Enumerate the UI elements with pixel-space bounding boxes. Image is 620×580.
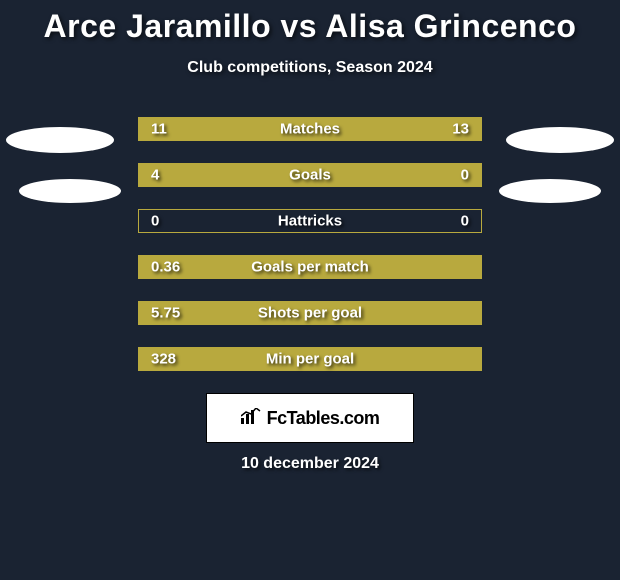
player-badge-left-2 — [19, 179, 121, 203]
branding-text: FcTables.com — [267, 408, 380, 429]
subtitle: Club competitions, Season 2024 — [0, 59, 620, 77]
stat-label: Min per goal — [266, 351, 354, 368]
stat-row: 0.36 Goals per match — [138, 255, 482, 279]
player-badge-right-2 — [499, 179, 601, 203]
stat-value-left: 328 — [151, 351, 176, 368]
stat-value-left: 0 — [151, 213, 159, 230]
stat-label: Goals per match — [251, 259, 369, 276]
date-label: 10 december 2024 — [0, 455, 620, 473]
stat-fill-left — [139, 164, 401, 186]
stat-label: Goals — [289, 167, 331, 184]
stat-row: 5.75 Shots per goal — [138, 301, 482, 325]
stat-area: 11 Matches 13 4 Goals 0 0 Hattricks 0 0.36 Goals p… — [0, 117, 620, 371]
stat-label: Matches — [280, 121, 340, 138]
stat-row: 328 Min per goal — [138, 347, 482, 371]
stat-value-left: 4 — [151, 167, 159, 184]
stat-row: 0 Hattricks 0 — [138, 209, 482, 233]
stat-value-right: 0 — [461, 213, 469, 230]
stat-row: 11 Matches 13 — [138, 117, 482, 141]
chart-icon — [241, 408, 261, 429]
stat-rows: 11 Matches 13 4 Goals 0 0 Hattricks 0 0.36 Goals p… — [138, 117, 482, 371]
stat-value-left: 5.75 — [151, 305, 180, 322]
page-title: Arce Jaramillo vs Alisa Grincenco — [0, 8, 620, 45]
stat-label: Hattricks — [278, 213, 342, 230]
stat-value-right: 13 — [452, 121, 469, 138]
stat-value-right: 0 — [461, 167, 469, 184]
player-badge-left-1 — [6, 127, 114, 153]
comparison-card: Arce Jaramillo vs Alisa Grincenco Club c… — [0, 0, 620, 473]
stat-value-left: 11 — [151, 121, 167, 138]
stat-label: Shots per goal — [258, 305, 362, 322]
stat-row: 4 Goals 0 — [138, 163, 482, 187]
stat-value-left: 0.36 — [151, 259, 180, 276]
player-badge-right-1 — [506, 127, 614, 153]
branding-box: FcTables.com — [206, 393, 414, 443]
